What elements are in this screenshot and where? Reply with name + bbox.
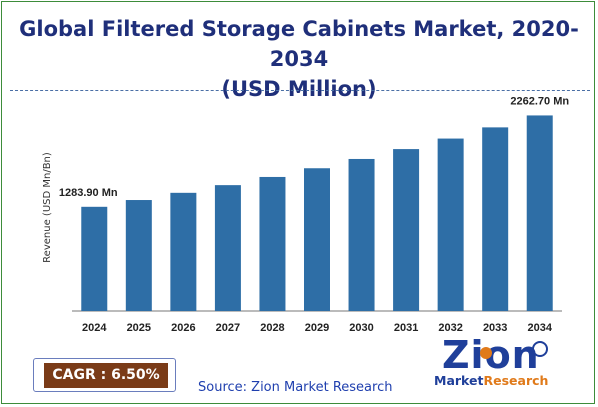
x-tick-label: 2029	[305, 322, 329, 334]
cagr-label: CAGR : 6.50%	[44, 363, 168, 388]
title-line-1: Global Filtered Storage Cabinets Market,…	[19, 17, 579, 71]
logo-subtitle: MarketResearch	[434, 373, 548, 389]
bar-2027	[214, 185, 241, 311]
bar-2034	[526, 115, 553, 312]
y-axis-label: Revenue (USD Mn/Bn)	[42, 152, 53, 263]
x-tick-label: 2026	[171, 322, 195, 334]
x-tick-label: 2027	[216, 322, 240, 334]
bar-2024	[81, 206, 108, 311]
source-text: Source: Zion Market Research	[198, 380, 393, 395]
x-tick-label: 2028	[260, 322, 284, 334]
x-tick-label: 2025	[127, 322, 151, 334]
zion-logo: Zion MarketResearch	[434, 335, 554, 395]
bar-2030	[348, 158, 375, 311]
x-tick-label: 2032	[438, 322, 462, 334]
x-tick-label: 2033	[483, 322, 507, 334]
bar-2025	[125, 200, 152, 311]
globe-icon	[532, 341, 548, 357]
chart-title: Global Filtered Storage Cabinets Market,…	[0, 14, 598, 104]
title-line-2: (USD Million)	[221, 77, 377, 101]
logo-sub-market: Market	[434, 373, 484, 388]
data-label: 1283.90 Mn	[59, 187, 118, 199]
bar-2028	[259, 176, 286, 311]
title-divider	[10, 90, 590, 91]
bar-2026	[170, 192, 197, 311]
logo-sub-research: Research	[483, 373, 549, 388]
bar-2032	[437, 138, 464, 311]
data-label: 2262.70 Mn	[510, 95, 569, 107]
bar-2031	[393, 149, 420, 311]
x-tick-label: 2024	[82, 322, 107, 334]
x-tick-label: 2030	[349, 322, 373, 334]
logo-dot-icon	[480, 347, 492, 359]
x-tick-label: 2034	[527, 322, 552, 334]
bar-2033	[482, 127, 509, 311]
x-tick-label: 2031	[394, 322, 418, 334]
bar-2029	[304, 168, 330, 311]
